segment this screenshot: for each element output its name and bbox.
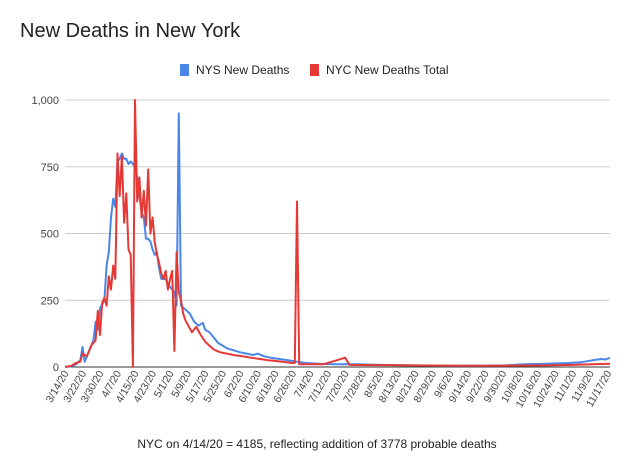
y-tick-label: 500 bbox=[41, 229, 59, 241]
chart-footnote: NYC on 4/14/20 = 4185, reflecting additi… bbox=[137, 437, 497, 451]
legend-label: NYC New Deaths Total bbox=[326, 63, 449, 77]
y-tick-label: 750 bbox=[41, 162, 59, 174]
chart-title: New Deaths in New York bbox=[20, 20, 241, 42]
legend-swatch bbox=[310, 64, 319, 76]
y-tick-label: 1,000 bbox=[31, 95, 59, 107]
y-tick-label: 250 bbox=[41, 295, 59, 307]
y-tick-label: 0 bbox=[53, 362, 59, 374]
legend-label: NYS New Deaths bbox=[196, 63, 289, 77]
series-line-nys-new-deaths bbox=[64, 112, 611, 368]
series-line-nyc-new-deaths-total bbox=[64, 99, 611, 368]
legend-swatch bbox=[180, 64, 189, 76]
